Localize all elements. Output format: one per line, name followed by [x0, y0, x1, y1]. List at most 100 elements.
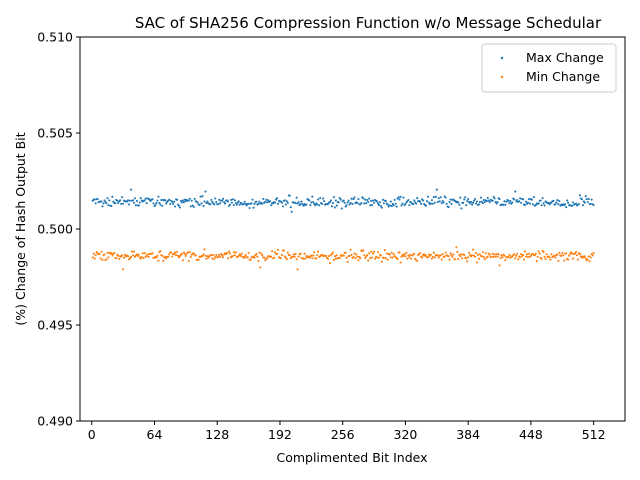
scatter-point: [344, 251, 347, 254]
scatter-point: [335, 254, 338, 257]
scatter-point: [402, 254, 405, 257]
scatter-point: [124, 253, 127, 256]
scatter-point: [398, 251, 401, 254]
scatter-point: [585, 198, 588, 201]
scatter-point: [580, 198, 583, 201]
scatter-point: [377, 203, 381, 207]
scatter-point: [243, 200, 246, 203]
scatter-point: [186, 251, 189, 254]
scatter-point: [477, 257, 481, 260]
scatter-point: [403, 253, 406, 256]
scatter-point: [358, 255, 361, 258]
scatter-point: [190, 199, 193, 202]
scatter-point: [368, 197, 371, 200]
scatter-point: [103, 253, 106, 256]
scatter-point: [424, 254, 428, 257]
scatter-point: [577, 203, 580, 206]
scatter-point: [131, 254, 134, 257]
scatter-point: [164, 255, 167, 258]
scatter-point: [193, 197, 196, 200]
scatter-point: [429, 253, 432, 256]
scatter-point: [168, 253, 171, 256]
scatter-point: [371, 204, 374, 207]
scatter-point: [221, 199, 224, 202]
scatter-point: [463, 198, 466, 201]
scatter-point: [518, 200, 521, 203]
x-tick-label: 448: [519, 427, 543, 442]
scatter-point: [330, 205, 333, 208]
scatter-point: [350, 253, 353, 256]
scatter-point: [219, 202, 222, 205]
scatter-point: [524, 255, 528, 258]
scatter-point: [333, 255, 336, 258]
scatter-point: [360, 201, 363, 205]
scatter-point: [244, 254, 247, 257]
scatter-point: [578, 253, 581, 256]
scatter-point: [556, 199, 559, 202]
scatter-point: [412, 203, 415, 206]
scatter-point: [253, 202, 256, 206]
scatter-point: [233, 199, 236, 202]
scatter-point: [294, 252, 297, 255]
scatter-point: [587, 255, 590, 258]
scatter-point: [566, 199, 569, 202]
scatter-point: [285, 258, 288, 261]
scatter-point: [192, 205, 195, 208]
scatter-point: [105, 202, 108, 205]
scatter-point: [558, 199, 561, 203]
scatter-point: [311, 257, 314, 260]
scatter-point: [106, 197, 109, 200]
scatter-point: [392, 204, 395, 207]
scatter-point: [511, 255, 514, 258]
scatter-point: [117, 201, 120, 205]
scatter-point: [503, 200, 506, 203]
scatter-point: [481, 202, 484, 205]
scatter-point: [376, 202, 380, 205]
x-tick-label: 128: [205, 427, 229, 442]
scatter-point: [244, 202, 247, 206]
scatter-point: [483, 258, 486, 261]
scatter-point: [492, 255, 495, 258]
scatter-point: [147, 255, 150, 258]
scatter-point: [526, 201, 530, 204]
scatter-point: [433, 256, 436, 259]
scatter-point: [475, 200, 479, 203]
scatter-point: [388, 204, 391, 207]
scatter-point: [159, 203, 162, 206]
scatter-point: [514, 190, 517, 193]
y-tick-label: 0.490: [37, 414, 73, 429]
scatter-point: [273, 256, 276, 259]
scatter-point: [264, 201, 267, 204]
scatter-point: [441, 199, 444, 202]
scatter-point: [127, 203, 131, 206]
scatter-point: [475, 261, 479, 264]
scatter-point: [386, 258, 389, 261]
scatter-point: [128, 199, 132, 202]
scatter-point: [363, 254, 366, 257]
scatter-point: [182, 251, 185, 254]
scatter-point: [299, 252, 302, 255]
scatter-point: [158, 201, 161, 204]
scatter-point: [494, 200, 497, 204]
scatter-point: [234, 251, 237, 254]
scatter-point: [204, 190, 207, 193]
scatter-point: [413, 199, 416, 202]
scatter-point: [126, 255, 130, 258]
scatter-point: [375, 256, 379, 259]
scatter-point: [378, 201, 382, 204]
scatter-point: [314, 204, 317, 207]
scatter-point: [258, 251, 261, 254]
scatter-point: [270, 204, 273, 207]
scatter-point: [317, 198, 320, 201]
scatter-point: [248, 206, 251, 210]
scatter-point: [422, 199, 425, 202]
scatter-point: [305, 203, 308, 206]
scatter-point: [444, 196, 447, 199]
scatter-point: [240, 252, 243, 255]
scatter-point: [251, 198, 254, 201]
scatter-point: [175, 254, 178, 257]
scatter-point: [289, 206, 292, 209]
scatter-point: [177, 204, 181, 207]
scatter-point: [530, 198, 533, 201]
scatter-point: [352, 198, 355, 201]
